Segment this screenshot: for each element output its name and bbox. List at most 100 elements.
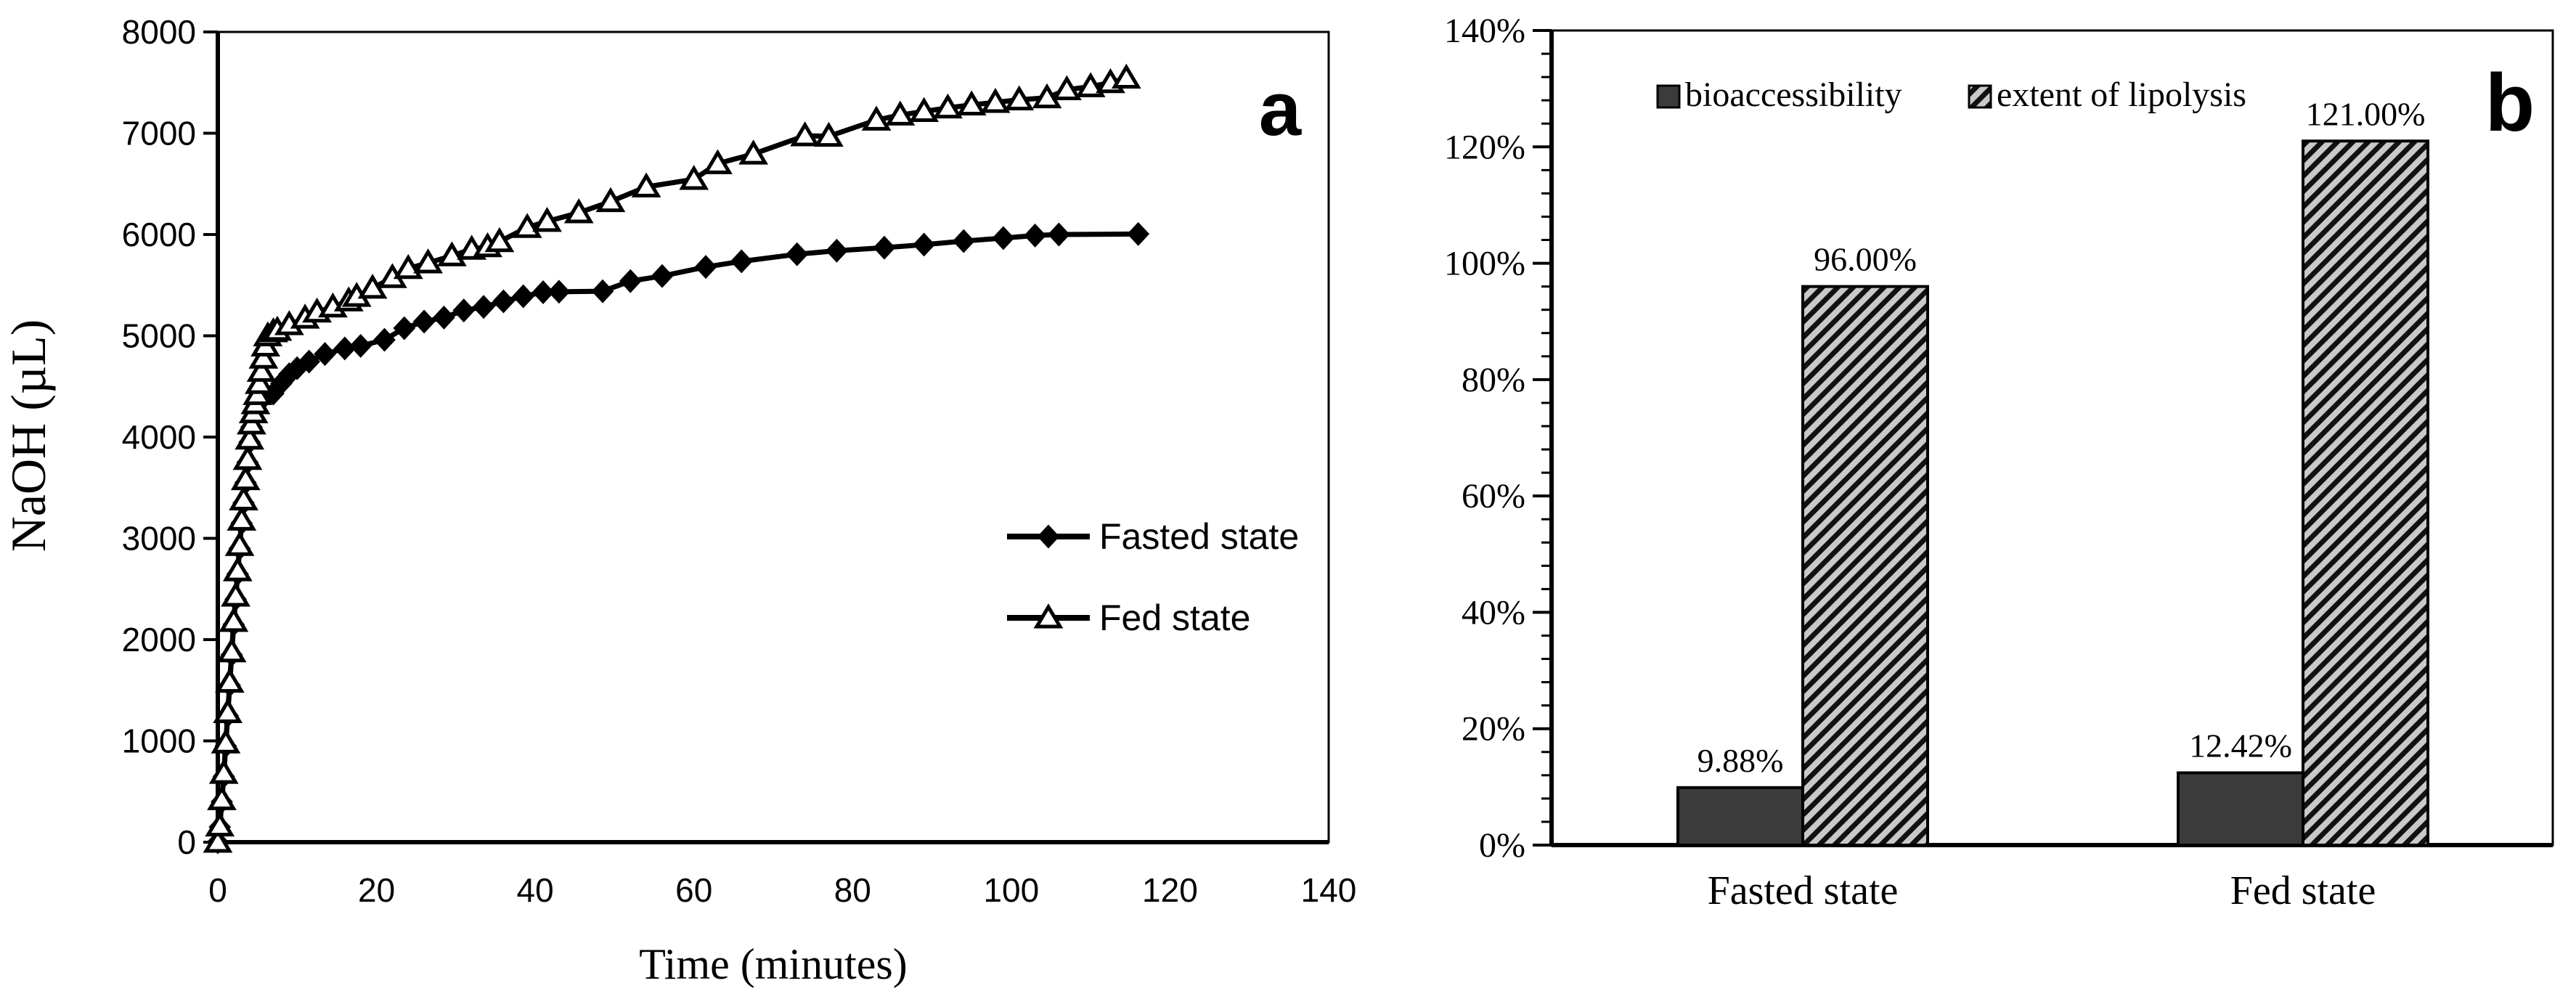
data-point-diamond [512, 284, 535, 309]
series-line [215, 231, 1138, 843]
x-tick-label: 80 [834, 871, 871, 909]
data-point-triangle [246, 356, 277, 382]
data-point-triangle [224, 531, 255, 556]
data-point-diamond [1048, 222, 1070, 247]
data-point-triangle [207, 785, 237, 810]
data-point-triangle [229, 485, 258, 510]
plot-border [216, 30, 1330, 844]
series-fed [203, 63, 1141, 853]
data-point-triangle [738, 139, 769, 165]
legend-item: extent of lipolysis [1968, 76, 2246, 114]
y-tick-label: 1000 [122, 722, 196, 760]
data-point-triangle [956, 90, 987, 115]
legend-label: Fed state [1099, 598, 1250, 638]
data-point-triangle [244, 369, 274, 394]
data-point-diamond [694, 255, 717, 280]
y-tick-label: 6000 [122, 216, 196, 253]
data-point-diamond [913, 232, 936, 257]
y-tick-label: 20% [1462, 710, 1525, 749]
bar-bioaccessibility [1676, 786, 1804, 847]
legend-item: Fed state [1007, 598, 1250, 638]
y-tick-label: 100% [1444, 245, 1525, 283]
data-point-diamond [349, 333, 372, 358]
y-tick-label: 8000 [122, 13, 196, 51]
data-point-diamond [314, 342, 336, 367]
data-point-triangle [679, 165, 709, 190]
data-point-triangle [215, 667, 245, 693]
data-point-diamond [619, 269, 642, 293]
data-point-triangle [484, 227, 515, 253]
legend-label: extent of lipolysis [1997, 76, 2246, 114]
data-point-triangle [1004, 85, 1035, 110]
data-point-diamond [992, 226, 1015, 250]
data-point-triangle [230, 465, 261, 491]
data-point-diamond [373, 327, 396, 352]
data-point-triangle [980, 88, 1011, 113]
y-tick-label: 140% [1444, 12, 1525, 50]
data-point-triangle [1032, 83, 1062, 109]
data-point-triangle [232, 444, 263, 470]
data-point-triangle [1033, 603, 1064, 629]
legend-item: bioaccessibility [1656, 76, 1902, 114]
data-point-triangle [227, 505, 257, 531]
y-tick-label: 4000 [122, 418, 196, 456]
data-point-triangle [933, 93, 963, 119]
x-tick-label: 60 [675, 871, 712, 909]
data-point-diamond [472, 295, 495, 319]
y-tick-label: 40% [1462, 593, 1525, 632]
data-point-triangle [213, 698, 243, 723]
x-tick-label: 120 [1142, 871, 1198, 909]
data-point-diamond [452, 298, 476, 323]
data-point-diamond [393, 316, 416, 341]
y-tick-label: 80% [1462, 361, 1525, 399]
data-point-triangle [219, 606, 249, 632]
data-point-diamond [730, 249, 753, 274]
legend-swatch-hatched [1968, 84, 1992, 109]
bar-extent-of-lipolysis [2302, 139, 2429, 847]
data-point-triangle [413, 248, 443, 274]
data-point-triangle [205, 811, 235, 837]
data-point-triangle [211, 728, 241, 754]
series-line [215, 76, 1128, 843]
data-point-triangle [221, 582, 250, 607]
category-label: Fed state [2230, 868, 2376, 913]
data-point-diamond [873, 235, 896, 260]
data-point-triangle [1111, 63, 1141, 89]
line-chart-panel-a: 0 1000 2000 3000 4000 5000 6000 7000 8000 0 20 40 60… [1, 13, 1357, 988]
data-point-triangle [595, 187, 626, 213]
data-point-diamond [591, 279, 614, 303]
y-tick-label: 2000 [122, 621, 196, 658]
data-point-diamond [651, 264, 674, 288]
category-label: Fasted state [1708, 868, 1899, 913]
data-point-diamond [1037, 524, 1060, 549]
x-tick-label: 140 [1301, 871, 1357, 909]
data-point-triangle [203, 828, 233, 853]
data-point-triangle [885, 100, 916, 126]
data-point-diamond [531, 280, 555, 304]
y-tick-label: 120% [1444, 128, 1525, 166]
y-tick-label: 0% [1479, 826, 1525, 865]
series-markers [203, 63, 1141, 853]
data-point-triangle [563, 198, 594, 224]
y-tick-label: 60% [1462, 477, 1525, 515]
data-point-triangle [861, 105, 892, 131]
data-point-diamond [412, 309, 436, 334]
legend-label: bioaccessibility [1685, 76, 1902, 114]
y-tick-label: 0 [177, 823, 196, 861]
bar-extent-of-lipolysis [1801, 285, 1929, 847]
bar-chart-panel-b: 0% 20% 40% 60% 80% 100% 120% 140% 9.88% 96.00% Fas… [1444, 12, 2554, 913]
bar-value-label: 9.88% [1697, 742, 1784, 779]
y-tick-label: 7000 [122, 115, 196, 152]
data-point-triangle [532, 206, 562, 232]
data-point-diamond [433, 305, 455, 330]
panel-label-b: b [2485, 57, 2535, 148]
data-point-triangle [703, 149, 733, 174]
data-point-triangle [631, 172, 661, 197]
legend-swatch-solid [1656, 84, 1681, 109]
data-point-triangle [909, 97, 939, 123]
y-tick-label: 3000 [122, 520, 196, 558]
panel-label-a: a [1259, 67, 1303, 152]
data-point-diamond [1024, 223, 1047, 248]
data-point-triangle [222, 556, 253, 582]
